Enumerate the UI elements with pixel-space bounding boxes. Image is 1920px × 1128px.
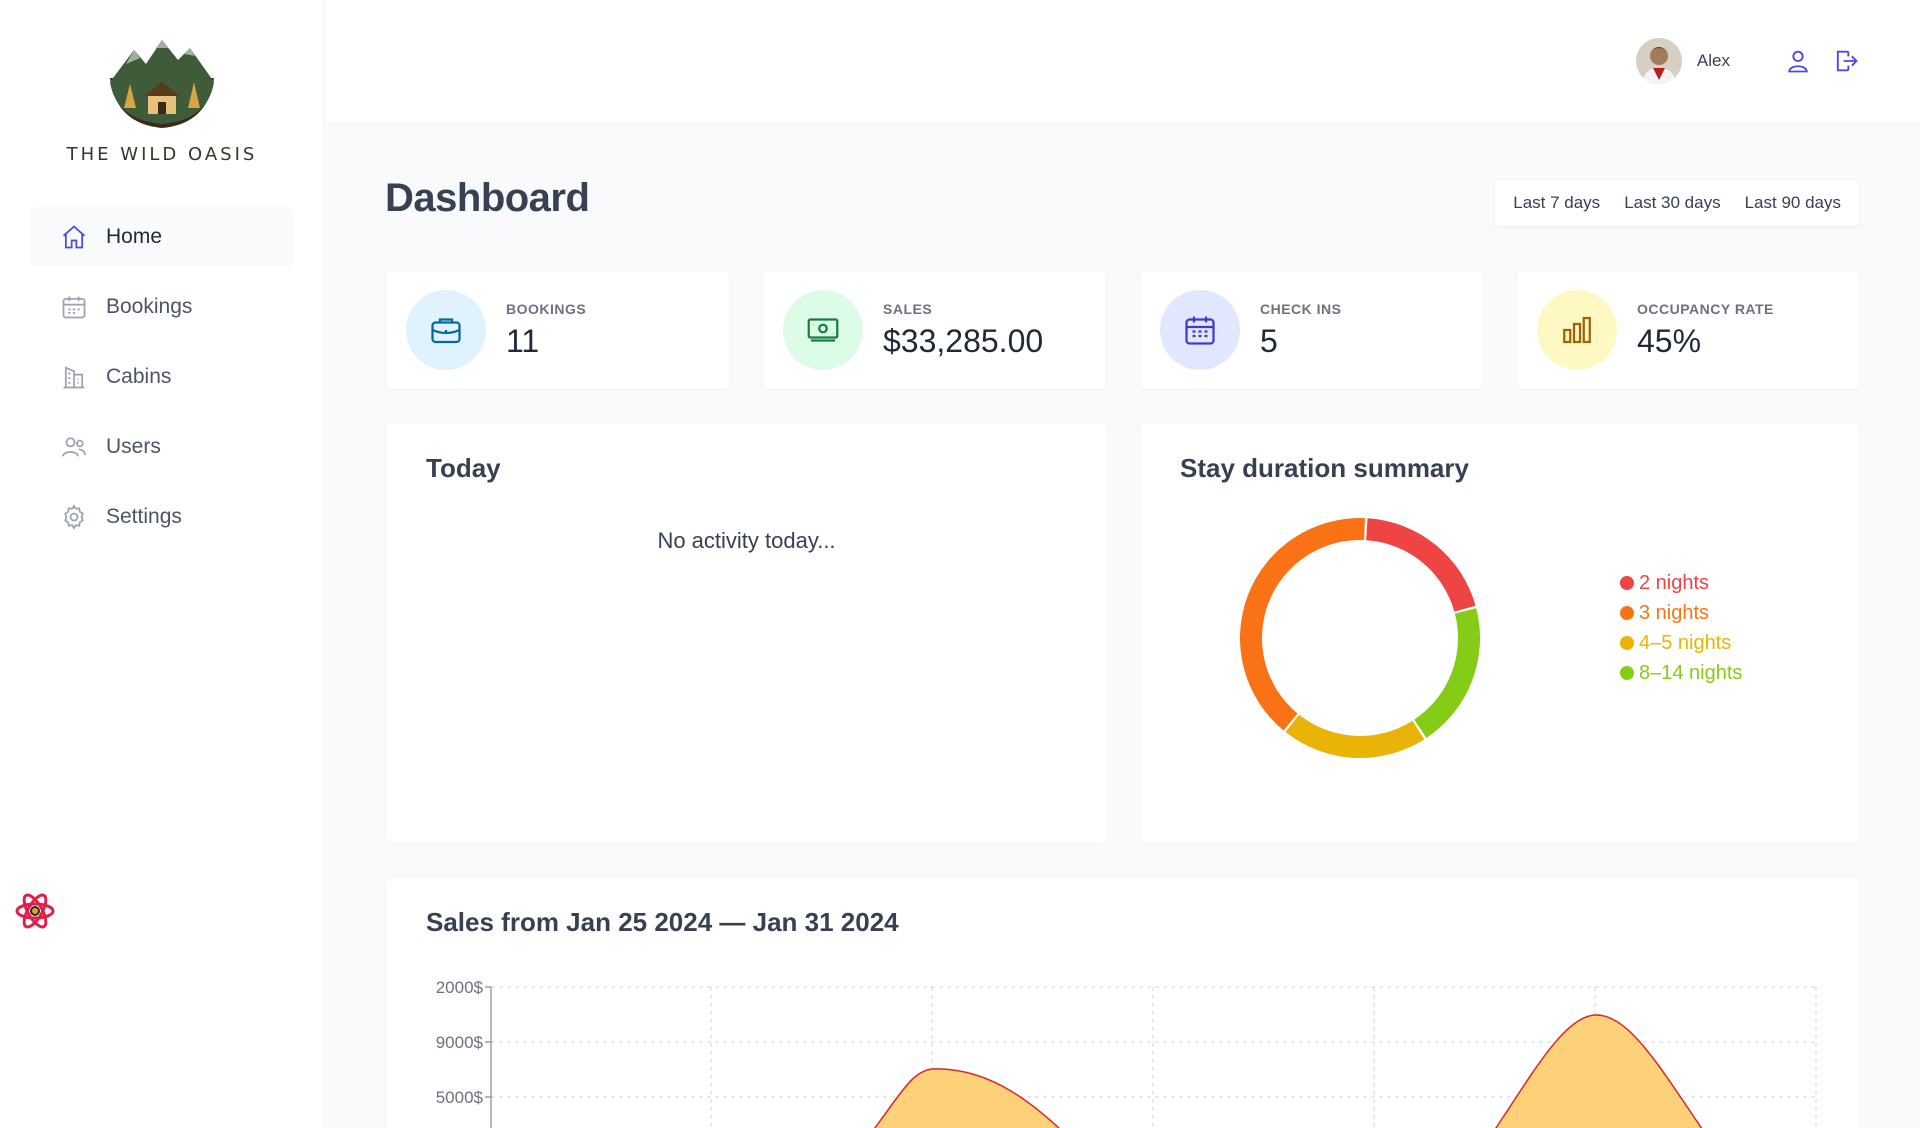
legend-item: 4–5 nights: [1620, 628, 1742, 658]
donut-slice[interactable]: [1285, 714, 1425, 758]
legend-label: 4–5 nights: [1639, 631, 1732, 654]
stat-label: OCCUPANCY RATE: [1637, 300, 1774, 317]
y-tick-label: 2000$: [436, 978, 484, 997]
stat-icon-circle: [783, 290, 863, 370]
today-title: Today: [426, 453, 501, 483]
home-icon: [62, 225, 86, 249]
logo-mountain-icon: [110, 40, 214, 128]
legend-label: 3 nights: [1639, 601, 1710, 624]
sales-area-series: [1495, 1014, 1703, 1128]
stat-icon-circle: [1160, 290, 1240, 370]
stat-card-occupancy-rate: OCCUPANCY RATE 45%: [1516, 270, 1861, 390]
legend-item: 8–14 nights: [1620, 658, 1742, 688]
logo: THE WILD OASIS: [0, 34, 324, 165]
stat-value: 11: [506, 322, 540, 359]
sales-panel: Sales from Jan 25 2024 — Jan 31 2024 200…: [385, 876, 1861, 1128]
duration-legend: 2 nights 3 nights 4–5 nights 8–14 nights: [1620, 568, 1742, 688]
y-tick-label: 5000$: [436, 1088, 484, 1107]
briefcase-icon: [431, 318, 461, 344]
legend-dot: [1620, 606, 1634, 620]
stat-value: 45%: [1637, 322, 1702, 359]
page-title: Dashboard: [385, 176, 590, 220]
brand-name: THE WILD OASIS: [66, 144, 258, 165]
logout-icon[interactable]: [1832, 47, 1860, 75]
top-header: Alex: [325, 0, 1920, 124]
sidebar-item-label: Bookings: [106, 295, 193, 318]
stat-body: OCCUPANCY RATE 45%: [1637, 301, 1774, 360]
stat-card-check-ins: CHECK INS 5: [1139, 270, 1484, 390]
building-icon: [63, 366, 85, 389]
legend-label: 8–14 nights: [1639, 661, 1743, 684]
sidebar-item-label: Users: [106, 435, 161, 458]
legend-dot: [1620, 576, 1634, 590]
user-icon[interactable]: [1784, 47, 1812, 75]
stat-card-sales: SALES $33,285.00: [762, 270, 1107, 390]
stat-body: SALES $33,285.00: [883, 301, 1043, 360]
filter-last-7-days[interactable]: Last 7 days: [1513, 193, 1601, 212]
empty-activity-text: No activity today...: [657, 528, 836, 553]
sidebar-item-label: Cabins: [106, 365, 172, 388]
donut-slice[interactable]: [1366, 518, 1476, 612]
user-name: Alex: [1696, 51, 1730, 70]
sales-area-chart: 2000$ 9000$ 5000$: [436, 978, 1817, 1128]
today-panel: Today No activity today...: [385, 422, 1108, 844]
sidebar-item-label: Settings: [106, 505, 182, 528]
calendar-icon: [62, 296, 86, 319]
stat-icon-circle: [406, 290, 486, 370]
users-icon: [62, 437, 86, 457]
stat-card-bookings: BOOKINGS 11: [385, 270, 730, 390]
avatar: [1635, 38, 1682, 84]
user-menu: Alex: [1635, 38, 1860, 84]
duration-donut-chart: [1240, 518, 1480, 758]
avatar-image: [1635, 38, 1682, 84]
legend-item: 2 nights: [1620, 568, 1742, 598]
sidebar-item-cabins[interactable]: Cabins: [30, 347, 294, 407]
y-axis-ticks: [485, 986, 491, 1098]
legend-dot: [1620, 636, 1634, 650]
sidebar-item-settings[interactable]: Settings: [30, 487, 294, 547]
sales-title: Sales from Jan 25 2024 — Jan 31 2024: [426, 907, 899, 937]
duration-panel: Stay duration summary 2 nights 3 nights 4–…: [1139, 422, 1861, 844]
stat-value: $33,285.00: [883, 322, 1044, 359]
date-filter: Last 7 days Last 30 days Last 90 days: [1494, 179, 1860, 227]
sidebar-item-bookings[interactable]: Bookings: [30, 277, 294, 337]
calendar-days-icon: [1185, 316, 1215, 345]
sidebar-item-users[interactable]: Users: [30, 417, 294, 477]
stat-icon-circle: [1537, 290, 1617, 370]
react-devtools-icon[interactable]: [14, 890, 56, 932]
banknotes-icon: [807, 318, 839, 342]
sidebar: THE WILD OASIS Home Bookings Cabins User…: [0, 0, 324, 1128]
sidebar-item-label: Home: [106, 225, 163, 248]
chart-bar-icon: [1563, 316, 1591, 344]
donut-slice[interactable]: [1414, 608, 1480, 738]
sales-area-series: [873, 1068, 1060, 1128]
stat-label: SALES: [883, 300, 933, 317]
stat-body: CHECK INS 5: [1260, 301, 1342, 360]
y-tick-label: 9000$: [436, 1033, 484, 1052]
filter-last-90-days[interactable]: Last 90 days: [1744, 193, 1841, 212]
legend-dot: [1620, 666, 1634, 680]
sidebar-item-home[interactable]: Home: [30, 207, 294, 267]
main-nav: Home Bookings Cabins Users Settings: [30, 207, 294, 557]
stat-body: BOOKINGS 11: [506, 301, 586, 360]
legend-label: 2 nights: [1639, 571, 1710, 594]
gear-icon: [64, 504, 84, 530]
stat-label: CHECK INS: [1260, 300, 1342, 317]
stat-value: 5: [1260, 322, 1278, 359]
donut-slice[interactable]: [1240, 518, 1366, 731]
stat-label: BOOKINGS: [506, 300, 587, 317]
filter-last-30-days[interactable]: Last 30 days: [1624, 193, 1721, 212]
legend-item: 3 nights: [1620, 598, 1742, 628]
duration-title: Stay duration summary: [1180, 453, 1469, 483]
